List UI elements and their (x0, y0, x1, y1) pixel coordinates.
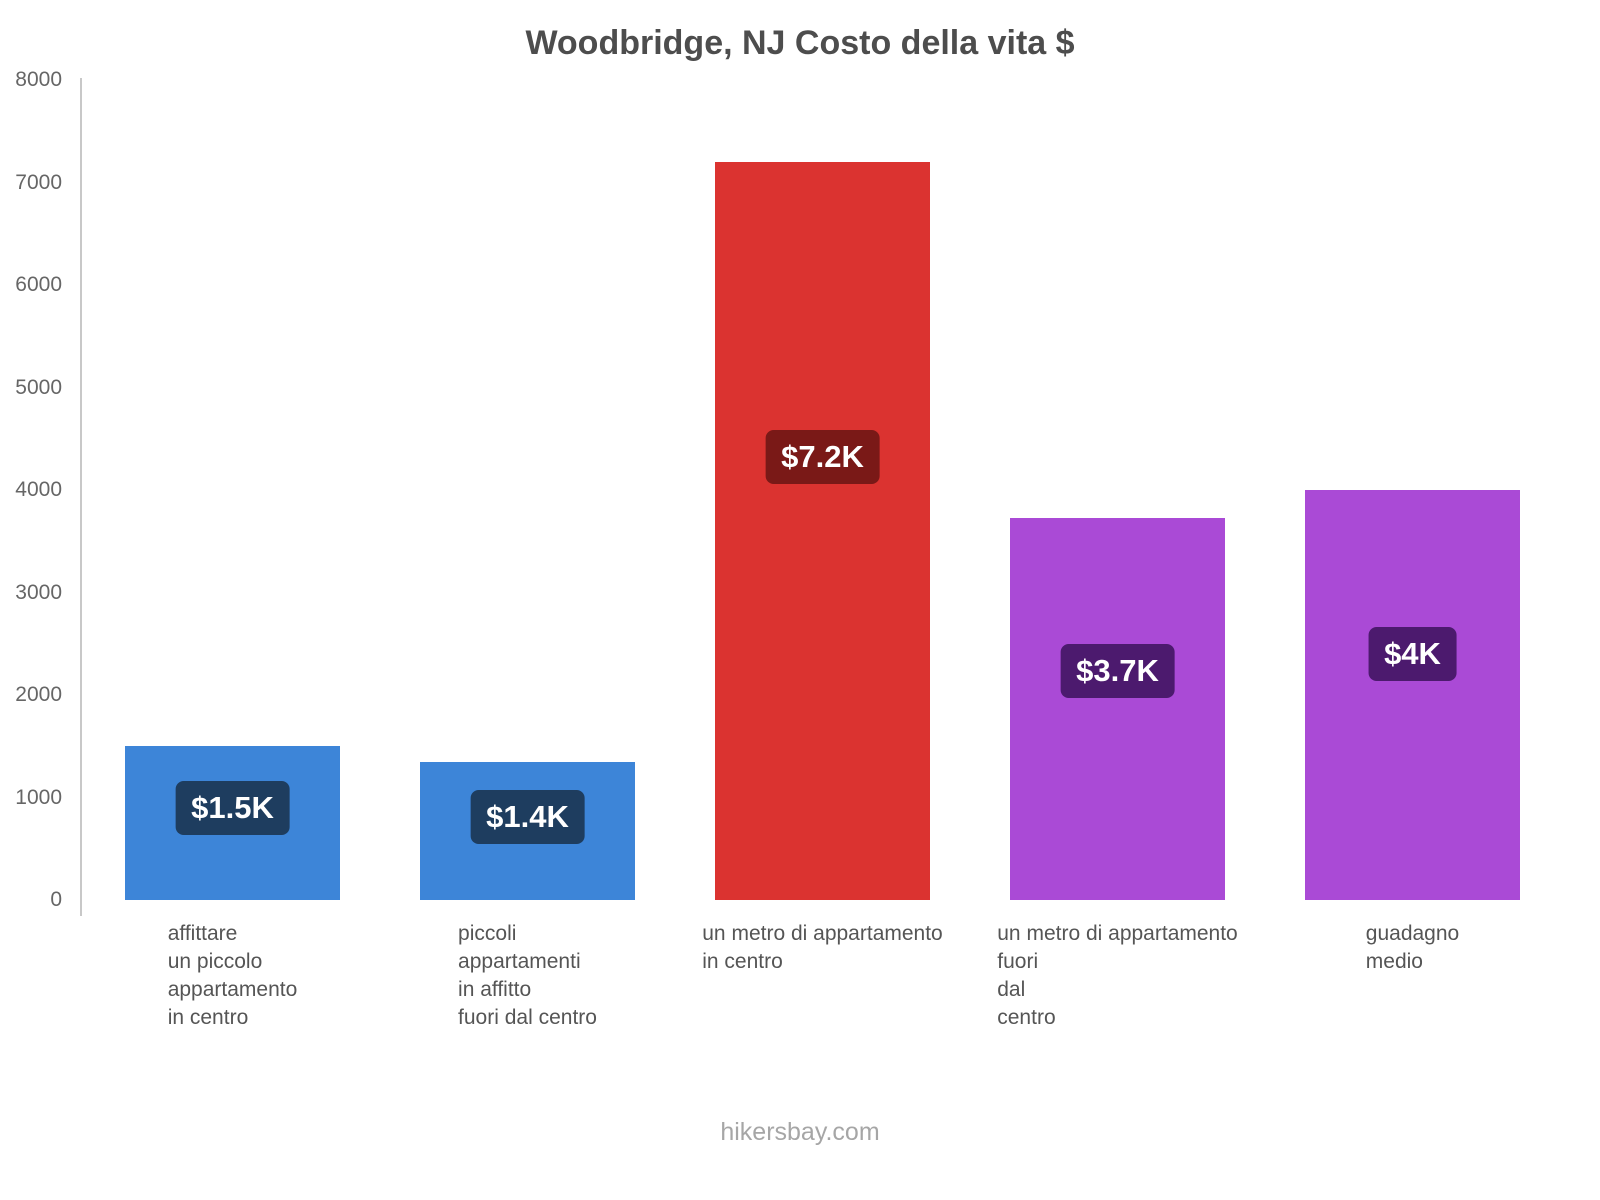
bar-value-label: $4K (1368, 627, 1457, 681)
y-axis-line (80, 78, 82, 916)
x-axis-label: un metro di appartamento in centro (702, 922, 943, 973)
y-tick-label: 2000 (15, 683, 62, 706)
bar-value-label: $1.5K (175, 780, 290, 835)
bar[interactable] (1305, 490, 1520, 900)
x-axis-label: affittare un piccolo appartamento in cen… (167, 922, 298, 1029)
y-tick-label: 8000 (15, 68, 62, 91)
bar[interactable] (715, 162, 930, 900)
y-tick-label: 7000 (15, 170, 62, 194)
x-axis-label: un metro di appartamento fuori dal centr… (997, 922, 1238, 1029)
y-tick-label: 1000 (15, 785, 62, 809)
y-tick-label: 0 (50, 888, 62, 911)
x-axis-label: guadagno medio (1365, 922, 1460, 973)
bar[interactable] (1010, 517, 1225, 900)
chart-title: Woodbridge, NJ Costo della vita $ (525, 24, 1075, 62)
watermark: hikersbay.com (720, 1118, 880, 1146)
y-tick-label: 4000 (15, 478, 62, 501)
y-tick-label: 3000 (15, 580, 62, 604)
y-tick-label: 5000 (15, 375, 62, 399)
bar-value-label: $3.7K (1060, 643, 1175, 698)
y-tick-label: 6000 (15, 273, 62, 296)
bar-value-label: $7.2K (765, 430, 880, 485)
bar-value-label: $1.4K (470, 789, 585, 844)
x-axis-label: piccoli appartamenti in affitto fuori da… (458, 922, 597, 1029)
